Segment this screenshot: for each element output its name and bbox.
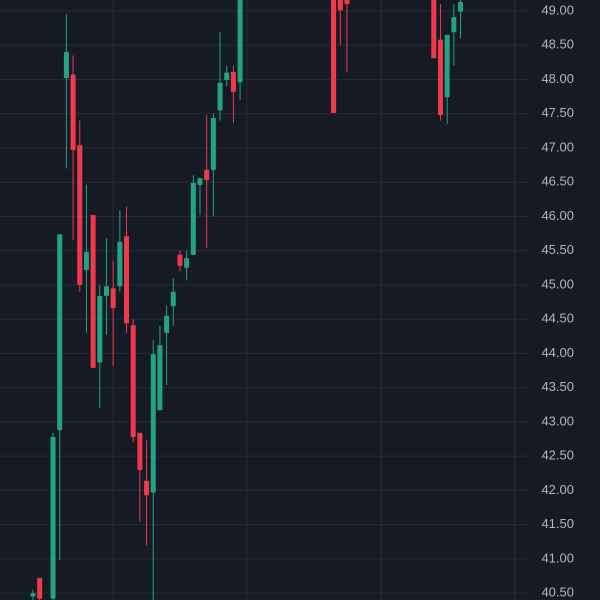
candle-body (90, 215, 96, 368)
candle-body (437, 39, 443, 116)
y-tick-label: 42.00 (541, 482, 574, 497)
y-tick-label: 47.50 (541, 105, 574, 120)
y-tick-label: 43.50 (541, 379, 574, 394)
candle-body (204, 169, 210, 181)
candle-body (57, 234, 63, 431)
y-tick-label: 46.00 (541, 208, 574, 223)
candle-body (337, 0, 343, 11)
candle-body (83, 252, 89, 270)
candle-body (97, 295, 103, 363)
candle-body (144, 480, 150, 496)
candle-body (37, 578, 43, 599)
y-tick-label: 40.50 (541, 585, 574, 600)
candle-body (103, 286, 109, 296)
candle-body (137, 432, 143, 470)
y-tick-label: 45.00 (541, 276, 574, 291)
candle-body (190, 182, 196, 255)
candle-body (224, 72, 230, 81)
y-tick-label: 44.50 (541, 311, 574, 326)
y-tick-label: 49.00 (541, 2, 574, 17)
candle-body (431, 0, 437, 59)
candle-body (124, 236, 130, 324)
y-tick-label: 43.00 (541, 413, 574, 428)
candle-body (117, 241, 123, 287)
candle-body (77, 145, 83, 285)
y-tick-label: 41.00 (541, 550, 574, 565)
y-tick-label: 47.00 (541, 139, 574, 154)
y-tick-label: 45.50 (541, 242, 574, 257)
candle-body (458, 2, 464, 12)
candle-body (70, 74, 76, 150)
candle-body (177, 254, 183, 266)
candle-body (130, 325, 136, 437)
candle-body (164, 315, 170, 333)
candle-body (63, 52, 69, 79)
y-tick-label: 41.50 (541, 516, 574, 531)
candle-body (444, 34, 450, 98)
y-tick-label: 48.50 (541, 37, 574, 52)
price-axis: 40.50 41.00 41.50 42.00 42.50 43.00 43.50 44.00… (541, 2, 574, 599)
candle-body (451, 17, 457, 33)
candle-body (237, 0, 243, 83)
candle-body (331, 0, 337, 114)
candle-body (210, 117, 216, 170)
y-tick-label: 46.50 (541, 174, 574, 189)
candle-body (150, 354, 156, 493)
candle-body (170, 291, 176, 307)
candle-body (157, 345, 163, 411)
candle-body (344, 0, 350, 5)
candle-body (217, 82, 223, 111)
candles (30, 0, 464, 600)
candle-body (50, 436, 56, 599)
candle-body (197, 178, 203, 185)
y-tick-label: 44.00 (541, 345, 574, 360)
candle-body (230, 71, 236, 92)
candle-body (110, 288, 116, 309)
y-tick-label: 48.00 (541, 71, 574, 86)
y-tick-label: 42.50 (541, 448, 574, 463)
candle-body (30, 593, 36, 597)
candle-body (184, 258, 190, 268)
